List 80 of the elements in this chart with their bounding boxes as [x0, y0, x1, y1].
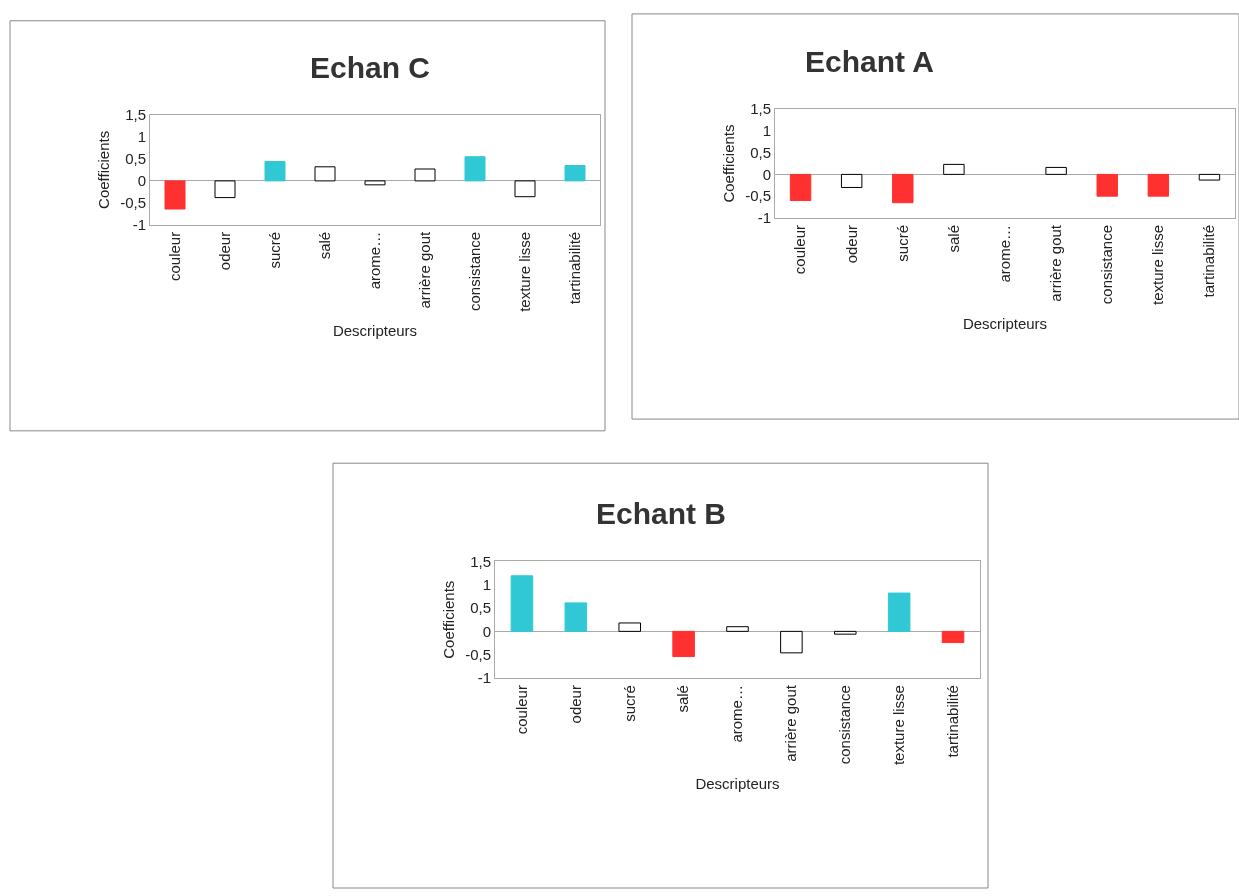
x-tick-label: sucré [265, 231, 283, 269]
x-axis-title: Descripteurs [962, 315, 1048, 333]
x-tick-label: salé [315, 231, 333, 260]
x-tick-label: odeur [215, 231, 233, 271]
bar [780, 630, 803, 654]
bar [840, 173, 863, 188]
bar [943, 163, 965, 175]
x-axis-title: Descripteurs [332, 321, 418, 339]
x-tick-label: arome… [365, 231, 383, 290]
chart-title: Echant B [596, 497, 727, 530]
y-tick-label: 1 [482, 575, 491, 593]
y-tick-label: 1 [137, 128, 146, 146]
y-tick-label: 1,5 [125, 106, 146, 124]
bar [314, 166, 336, 182]
bar [1096, 173, 1118, 197]
chart-title: Echan C [310, 51, 431, 84]
bar [672, 630, 695, 658]
bar [264, 161, 286, 182]
bar [564, 164, 586, 182]
y-tick-label: -0,5 [745, 187, 771, 205]
x-tick-label: tartinabilité [1200, 224, 1218, 298]
x-tick-label: consistance [465, 231, 483, 312]
bar [618, 622, 641, 632]
bar [834, 630, 857, 635]
x-tick-label: consistance [836, 685, 854, 765]
y-tick-label: 1 [762, 122, 771, 140]
x-tick-label: tartinabilité [943, 685, 961, 758]
y-tick-label: -1 [477, 669, 491, 687]
x-axis-title: Descripteurs [695, 775, 780, 793]
x-tick-label: arome… [728, 685, 746, 743]
bar [564, 602, 588, 632]
x-tick-label: arome… [995, 224, 1013, 283]
y-tick-label: 0,5 [125, 150, 146, 168]
x-tick-label: arrière gout [1046, 224, 1064, 302]
y-tick-label: 1,5 [470, 552, 491, 570]
x-tick-label: odeur [566, 685, 584, 724]
y-tick-label: 0,5 [470, 599, 491, 617]
bar [364, 180, 386, 186]
x-tick-label: odeur [842, 224, 860, 264]
x-tick-label: texture lisse [515, 231, 533, 312]
x-tick-label: couleur [791, 224, 809, 275]
x-tick-label: couleur [165, 231, 183, 282]
x-tick-label: salé [674, 685, 692, 713]
y-tick-label: -1 [132, 216, 146, 234]
bar [789, 173, 812, 202]
y-tick-label: 0 [762, 165, 771, 183]
x-tick-label: arrière gout [415, 231, 433, 309]
y-tick-label: 0 [137, 172, 146, 190]
bar [214, 180, 236, 199]
x-tick-label: sucré [893, 224, 911, 262]
y-tick-label: 1,5 [750, 100, 771, 118]
y-tick-label: 0,5 [750, 143, 771, 161]
chart-title: Echant A [805, 45, 934, 78]
y-axis-title: Coefficients [720, 124, 738, 203]
y-tick-label: -0,5 [120, 194, 146, 212]
y-tick-label: -0,5 [465, 645, 491, 663]
x-tick-label: arrière gout [782, 684, 800, 762]
bar [464, 156, 486, 182]
x-tick-label: couleur [512, 685, 530, 735]
x-tick-label: texture lisse [890, 685, 908, 766]
y-axis-title: Coefficients [95, 130, 113, 209]
bar [887, 592, 911, 632]
bar [941, 630, 965, 644]
bar [510, 575, 534, 632]
x-tick-label: consistance [1098, 224, 1116, 305]
y-tick-label: -1 [757, 209, 771, 227]
y-axis-title: Coefficients [440, 580, 458, 659]
bar [514, 180, 536, 198]
y-tick-label: 0 [482, 622, 491, 640]
bar [414, 168, 436, 182]
bar [892, 173, 914, 204]
x-tick-label: salé [944, 224, 962, 253]
bar [1198, 173, 1221, 181]
bar [726, 626, 749, 632]
bar [1147, 173, 1170, 197]
x-tick-label: sucré [620, 685, 638, 722]
bar [164, 180, 186, 210]
x-tick-label: tartinabilité [565, 231, 583, 305]
bar [1045, 166, 1067, 175]
x-tick-label: texture lisse [1149, 224, 1167, 306]
